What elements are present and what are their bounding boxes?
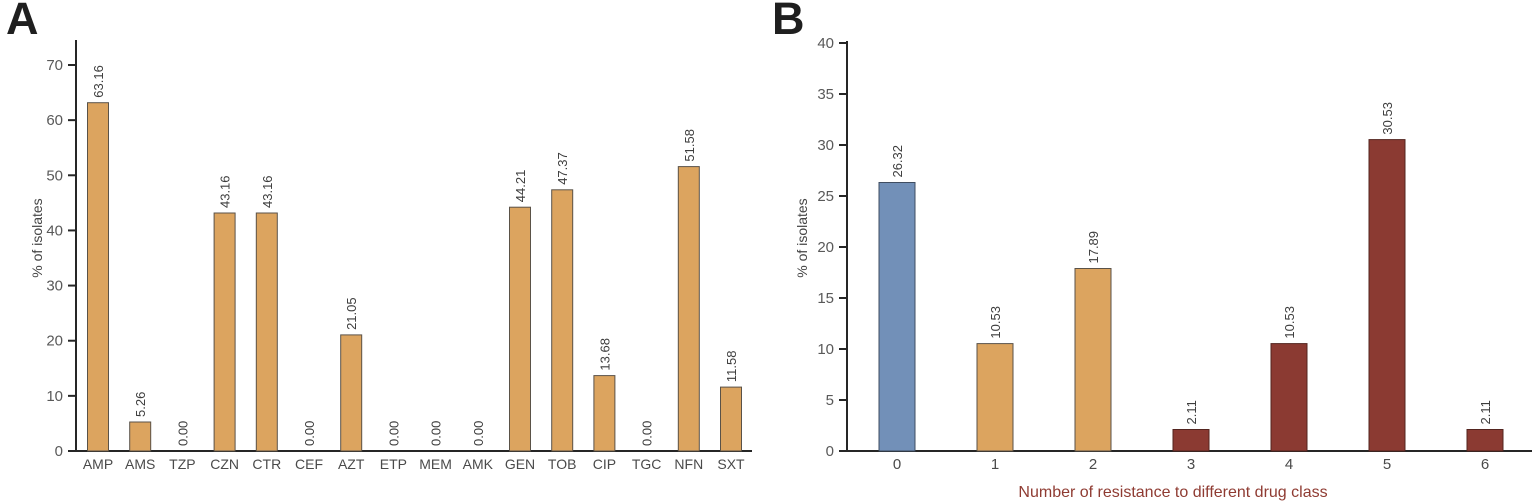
category-label: CZN: [210, 456, 239, 472]
y-tick-label: 5: [826, 392, 834, 409]
bar: [87, 102, 109, 452]
value-label: 2.11: [1184, 400, 1199, 424]
value-label: 5.26: [133, 392, 148, 417]
value-label: 0.00: [640, 421, 655, 446]
bar: [509, 206, 531, 452]
value-label: 0.00: [429, 421, 444, 446]
y-tick-label: 30: [46, 278, 63, 295]
bar: [1172, 429, 1210, 452]
y-tick-label: 70: [46, 57, 63, 74]
category-label: 0: [893, 456, 901, 473]
y-tick-label: 20: [46, 333, 63, 350]
bar: [720, 386, 742, 452]
value-label: 10.53: [1282, 306, 1297, 339]
category-label: SXT: [717, 456, 745, 472]
y-tick-label: 0: [826, 443, 834, 460]
panel-a-letter: A: [6, 0, 39, 44]
value-label: 2.11: [1478, 400, 1493, 424]
category-label: AMP: [83, 456, 113, 472]
value-label: 47.37: [555, 152, 570, 185]
value-label: 10.53: [988, 306, 1003, 339]
bar: [213, 212, 236, 452]
bar: [593, 375, 616, 452]
value-label: 26.32: [890, 145, 905, 178]
bar: [340, 334, 363, 452]
category-label: AZT: [338, 456, 365, 472]
category-label: 5: [1383, 456, 1391, 473]
bar: [1074, 268, 1112, 452]
category-label: 6: [1481, 456, 1489, 473]
category-label: AMS: [125, 456, 155, 472]
y-tick-label: 40: [817, 35, 834, 52]
category-label: GEN: [505, 456, 535, 472]
value-label: 11.58: [724, 351, 739, 383]
value-label: 44.21: [513, 170, 528, 203]
value-label: 0.00: [175, 421, 190, 446]
bar: [1270, 343, 1308, 452]
category-label: 1: [991, 456, 999, 473]
panel-b-letter: B: [772, 0, 805, 44]
y-tick-label: 10: [817, 341, 834, 358]
value-label: 30.53: [1380, 102, 1395, 135]
value-label: 0.00: [302, 421, 317, 446]
category-label: 3: [1187, 456, 1195, 473]
category-label: AMK: [463, 456, 494, 472]
bar: [1466, 429, 1504, 452]
y-tick-label: 25: [817, 188, 834, 205]
panel-a-bar-chart: 0 10 20 30 40 50 60 70 % of isolates AMP 63.16 AMS 5…: [29, 40, 752, 472]
y-axis-title: % of isolates: [29, 198, 45, 277]
bar: [551, 189, 574, 452]
bar: [878, 182, 916, 452]
bar: [976, 343, 1014, 452]
category-label: 2: [1089, 456, 1097, 473]
bar: [677, 166, 700, 452]
y-tick-label: 30: [817, 137, 834, 154]
category-label: TGC: [632, 456, 662, 472]
y-tick-label: 0: [55, 443, 63, 460]
y-tick-label: 15: [817, 290, 834, 307]
value-label: 0.00: [471, 421, 486, 446]
y-axis-title: % of isolates: [794, 198, 810, 277]
y-tick-label: 10: [46, 388, 63, 405]
bar: [1368, 139, 1406, 452]
bar: [255, 212, 278, 452]
y-tick-label: 40: [46, 222, 63, 239]
value-label: 43.16: [260, 175, 275, 208]
x-axis-title: Number of resistance to different drug c…: [1018, 484, 1327, 501]
y-tick-label: 35: [817, 86, 834, 103]
value-label: 0.00: [386, 421, 401, 446]
category-label: CTR: [252, 456, 281, 472]
category-label: MEM: [419, 456, 452, 472]
value-label: 21.05: [344, 297, 359, 330]
value-label: 43.16: [218, 175, 233, 208]
value-label: 63.16: [91, 65, 106, 98]
category-label: NFN: [674, 456, 703, 472]
y-tick-label: 20: [817, 239, 834, 256]
value-label: 17.89: [1086, 231, 1101, 264]
category-label: ETP: [380, 456, 407, 472]
category-label: CIP: [593, 456, 616, 472]
y-tick-label: 60: [46, 112, 63, 129]
category-label: 4: [1285, 456, 1293, 473]
bar: [129, 421, 152, 452]
value-label: 13.68: [597, 338, 612, 371]
value-label: 51.58: [682, 129, 697, 162]
category-label: CEF: [295, 456, 323, 472]
category-label: TZP: [169, 456, 195, 472]
category-label: TOB: [548, 456, 577, 472]
y-tick-label: 50: [46, 167, 63, 184]
